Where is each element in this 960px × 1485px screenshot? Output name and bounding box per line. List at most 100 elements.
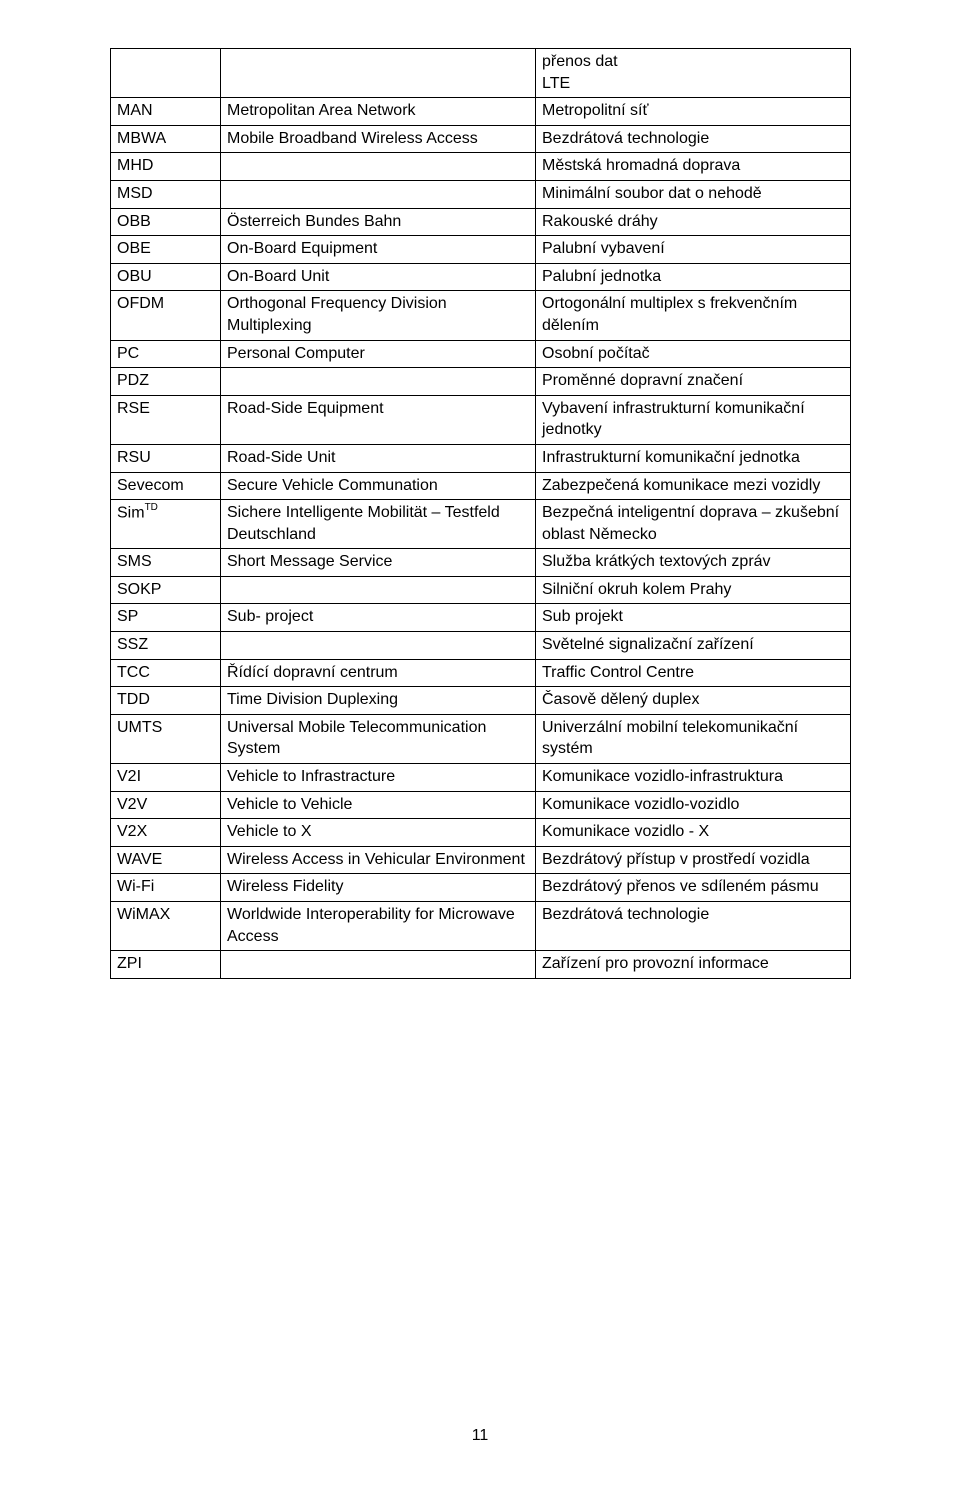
table-row: WAVEWireless Access in Vehicular Environ…	[111, 846, 851, 874]
table-row: MSD Minimální soubor dat o nehodě	[111, 180, 851, 208]
translation-cell: Metropolitní síť	[536, 98, 851, 126]
expansion-cell: Universal Mobile Telecommunication Syste…	[221, 714, 536, 763]
abbr-cell: Wi-Fi	[111, 874, 221, 902]
expansion-cell: Vehicle to X	[221, 819, 536, 847]
expansion-cell	[221, 180, 536, 208]
abbr-cell: SMS	[111, 549, 221, 577]
abbr-cell: SSZ	[111, 632, 221, 660]
expansion-cell	[221, 368, 536, 396]
translation-cell: Komunikace vozidlo - X	[536, 819, 851, 847]
abbr-cell: SP	[111, 604, 221, 632]
table-row: SimTDSichere Intelligente Mobilität – Te…	[111, 500, 851, 549]
expansion-cell: Wireless Fidelity	[221, 874, 536, 902]
translation-cell: Vybavení infrastrukturní komunikační jed…	[536, 395, 851, 444]
translation-cell: Proměnné dopravní značení	[536, 368, 851, 396]
expansion-cell: Short Message Service	[221, 549, 536, 577]
table-row: V2XVehicle to XKomunikace vozidlo - X	[111, 819, 851, 847]
translation-cell: Komunikace vozidlo-infrastruktura	[536, 764, 851, 792]
translation-cell: přenos datLTE	[536, 49, 851, 98]
abbr-cell: WiMAX	[111, 902, 221, 951]
table-row: TDDTime Division DuplexingČasově dělený …	[111, 687, 851, 715]
abbreviations-table: přenos datLTEMANMetropolitan Area Networ…	[110, 48, 851, 979]
translation-cell: Časově dělený duplex	[536, 687, 851, 715]
expansion-cell: On-Board Equipment	[221, 236, 536, 264]
table-row: RSERoad-Side EquipmentVybavení infrastru…	[111, 395, 851, 444]
table-row: UMTSUniversal Mobile Telecommunication S…	[111, 714, 851, 763]
translation-cell: Městská hromadná doprava	[536, 153, 851, 181]
abbr-cell	[111, 49, 221, 98]
expansion-cell	[221, 576, 536, 604]
table-row: V2IVehicle to InfrastractureKomunikace v…	[111, 764, 851, 792]
abbr-cell: SimTD	[111, 500, 221, 549]
translation-cell: Světelné signalizační zařízení	[536, 632, 851, 660]
table-row: V2VVehicle to VehicleKomunikace vozidlo-…	[111, 791, 851, 819]
abbr-cell: SOKP	[111, 576, 221, 604]
translation-cell: Palubní jednotka	[536, 263, 851, 291]
abbr-cell: OBE	[111, 236, 221, 264]
table-row: OBBÖsterreich Bundes BahnRakouské dráhy	[111, 208, 851, 236]
abbr-cell: OBU	[111, 263, 221, 291]
abbr-cell: ZPI	[111, 951, 221, 979]
table-row: SOKP Silniční okruh kolem Prahy	[111, 576, 851, 604]
abbr-cell: PDZ	[111, 368, 221, 396]
table-row: Wi-FiWireless FidelityBezdrátový přenos …	[111, 874, 851, 902]
translation-cell: Bezdrátová technologie	[536, 125, 851, 153]
translation-cell: Univerzální mobilní telekomunikační syst…	[536, 714, 851, 763]
expansion-cell: Worldwide Interoperability for Microwave…	[221, 902, 536, 951]
table-row: SSZ Světelné signalizační zařízení	[111, 632, 851, 660]
expansion-cell: Sub- project	[221, 604, 536, 632]
abbr-cell: OFDM	[111, 291, 221, 340]
abbr-cell: RSE	[111, 395, 221, 444]
abbr-cell: UMTS	[111, 714, 221, 763]
translation-cell: Silniční okruh kolem Prahy	[536, 576, 851, 604]
translation-cell: Bezdrátová technologie	[536, 902, 851, 951]
abbr-cell: OBB	[111, 208, 221, 236]
translation-cell: Rakouské dráhy	[536, 208, 851, 236]
translation-cell: Bezpečná inteligentní doprava – zkušební…	[536, 500, 851, 549]
expansion-cell: On-Board Unit	[221, 263, 536, 291]
expansion-cell	[221, 951, 536, 979]
table-row: přenos datLTE	[111, 49, 851, 98]
expansion-cell: Řídící dopravní centrum	[221, 659, 536, 687]
abbr-cell: WAVE	[111, 846, 221, 874]
abbr-cell: PC	[111, 340, 221, 368]
expansion-cell: Metropolitan Area Network	[221, 98, 536, 126]
table-row: OFDMOrthogonal Frequency Division Multip…	[111, 291, 851, 340]
translation-cell: Služba krátkých textových zpráv	[536, 549, 851, 577]
expansion-cell: Sichere Intelligente Mobilität – Testfel…	[221, 500, 536, 549]
translation-cell: Bezdrátový přenos ve sdíleném pásmu	[536, 874, 851, 902]
expansion-cell	[221, 632, 536, 660]
translation-cell: Traffic Control Centre	[536, 659, 851, 687]
abbr-cell: TDD	[111, 687, 221, 715]
table-row: PCPersonal ComputerOsobní počítač	[111, 340, 851, 368]
table-row: OBEOn-Board EquipmentPalubní vybavení	[111, 236, 851, 264]
expansion-cell: Personal Computer	[221, 340, 536, 368]
translation-cell: Minimální soubor dat o nehodě	[536, 180, 851, 208]
page-number: 11	[0, 1427, 960, 1445]
abbr-cell: MSD	[111, 180, 221, 208]
translation-cell: Zabezpečená komunikace mezi vozidly	[536, 472, 851, 500]
table-row: MANMetropolitan Area NetworkMetropolitní…	[111, 98, 851, 126]
expansion-cell: Mobile Broadband Wireless Access	[221, 125, 536, 153]
expansion-cell: Road-Side Unit	[221, 444, 536, 472]
table-row: ZPI Zařízení pro provozní informace	[111, 951, 851, 979]
table-row: WiMAXWorldwide Interoperability for Micr…	[111, 902, 851, 951]
translation-cell: Sub projekt	[536, 604, 851, 632]
expansion-cell: Österreich Bundes Bahn	[221, 208, 536, 236]
table-row: SPSub- projectSub projekt	[111, 604, 851, 632]
table-row: TCCŘídící dopravní centrumTraffic Contro…	[111, 659, 851, 687]
translation-cell: Zařízení pro provozní informace	[536, 951, 851, 979]
translation-cell: Komunikace vozidlo-vozidlo	[536, 791, 851, 819]
abbr-cell: RSU	[111, 444, 221, 472]
abbr-cell: TCC	[111, 659, 221, 687]
table-row: SMSShort Message ServiceSlužba krátkých …	[111, 549, 851, 577]
translation-cell: Infrastrukturní komunikační jednotka	[536, 444, 851, 472]
expansion-cell: Secure Vehicle Communation	[221, 472, 536, 500]
expansion-cell: Time Division Duplexing	[221, 687, 536, 715]
abbr-cell: MAN	[111, 98, 221, 126]
table-row: OBUOn-Board UnitPalubní jednotka	[111, 263, 851, 291]
page: přenos datLTEMANMetropolitan Area Networ…	[0, 0, 960, 1485]
table-row: MHDMěstská hromadná doprava	[111, 153, 851, 181]
abbr-cell: V2X	[111, 819, 221, 847]
translation-cell: Osobní počítač	[536, 340, 851, 368]
